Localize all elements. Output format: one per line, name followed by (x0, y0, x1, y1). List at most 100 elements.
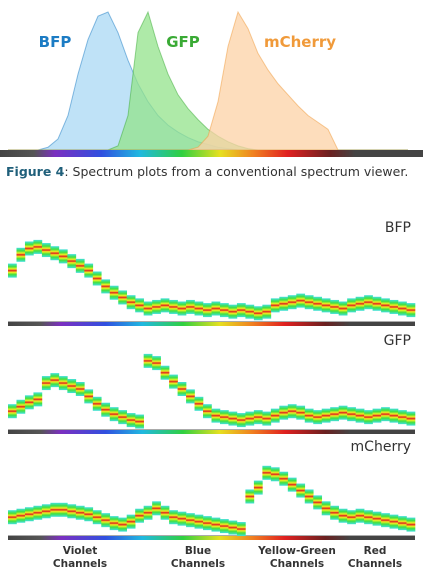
channel-signal (33, 392, 43, 407)
channel-signal (304, 295, 314, 310)
channel-signal (330, 407, 339, 422)
channel-signal (203, 404, 212, 419)
channel-signal (296, 483, 306, 498)
channel-signal (287, 477, 297, 492)
channel-signal (118, 517, 128, 532)
channel-signal (186, 513, 195, 528)
channel-signal (186, 389, 195, 404)
channel-strip (8, 430, 415, 434)
channel-signal (338, 405, 348, 420)
channel-signal (330, 299, 339, 314)
channel-signal (321, 298, 331, 313)
channel-signal (364, 410, 373, 425)
channel-group-label: Channels (348, 558, 402, 570)
channel-signal (75, 382, 85, 396)
channel-signal (50, 373, 60, 388)
channel-signal (101, 279, 111, 294)
channel-signal (279, 471, 289, 486)
channel-signal (75, 258, 85, 273)
caption-text: : Spectrum plots from a conventional spe… (64, 164, 409, 179)
channel-signal (364, 295, 373, 310)
channel-signal (118, 410, 128, 425)
channel-signal (304, 489, 314, 504)
channel-signal (381, 513, 390, 528)
channel-signal (355, 508, 365, 523)
channel-signal (287, 404, 297, 419)
channel-signal (58, 376, 68, 391)
channel-signal (177, 511, 187, 526)
channel-signal (313, 495, 323, 510)
channel-signal (84, 507, 94, 522)
channel-signal (126, 514, 136, 529)
channel-signal (152, 299, 161, 314)
channel-signal (321, 408, 331, 423)
channel-signal (92, 510, 102, 525)
channel-signal (33, 505, 43, 520)
channel-signal (203, 303, 212, 318)
caption: Figure 4: Spectrum plots from a conventi… (6, 163, 411, 181)
series-label: BFP (39, 33, 72, 51)
channel-signal (58, 502, 68, 517)
channel-signal (41, 243, 51, 258)
channel-signal (160, 365, 170, 380)
channel-signal (236, 303, 246, 318)
channel-signal (313, 410, 323, 425)
channel-signal (211, 301, 221, 316)
channel-signal (364, 510, 373, 525)
channel-signal (109, 285, 119, 300)
panel-title: GFP (384, 333, 411, 349)
channel-signal (118, 290, 128, 305)
channel-signal (381, 298, 390, 313)
channel-signal (296, 405, 306, 420)
channel-signal (169, 510, 178, 525)
channel-signal (279, 405, 289, 420)
channel-signal (41, 376, 51, 391)
channel-signal (228, 304, 238, 319)
channel-signal (169, 299, 178, 314)
channel-signal (347, 298, 356, 313)
channel-signal (389, 514, 399, 529)
channel-signal (398, 410, 407, 425)
channel-signal (24, 507, 34, 522)
channel-group-label: Channels (171, 558, 225, 570)
channel-signal (219, 303, 229, 318)
caption-label: Figure 4 (6, 164, 65, 179)
channel-signal (313, 296, 323, 311)
channel-signal (236, 413, 246, 428)
channel-signal (372, 408, 382, 423)
channel-signal (75, 505, 85, 520)
channel-signal (16, 508, 26, 523)
channel-signal (160, 298, 170, 313)
channel-signal (347, 510, 356, 525)
channel-signal (245, 411, 255, 426)
channel-signal (143, 353, 153, 368)
channel-group-label: Yellow-Green (257, 545, 336, 557)
channel-signal (262, 304, 272, 319)
channel-signal (177, 382, 187, 396)
channel-signal (389, 299, 399, 314)
channel-group-label: Channels (53, 558, 107, 570)
channel-signal (8, 404, 17, 419)
channel-signal (219, 519, 229, 534)
channel-signal (152, 501, 161, 516)
channel-signal (338, 508, 348, 523)
channel-group-label: Red (364, 545, 387, 557)
channel-signal (321, 501, 331, 516)
channel-signal (67, 379, 77, 394)
channel-signal (92, 396, 102, 411)
channel-signal (143, 301, 153, 316)
channel-signal (50, 246, 60, 261)
channel-group-label: Blue (185, 545, 211, 557)
channel-signal (16, 399, 26, 414)
channel-signal (194, 396, 204, 411)
channel-signal (253, 410, 263, 425)
channel-signal (406, 411, 416, 426)
channel-signal (101, 513, 111, 528)
channel-signal (16, 247, 26, 262)
channel-signal (296, 293, 306, 308)
channel-signal (143, 505, 153, 520)
channel-signal (109, 516, 119, 531)
channel-signal (236, 522, 246, 537)
